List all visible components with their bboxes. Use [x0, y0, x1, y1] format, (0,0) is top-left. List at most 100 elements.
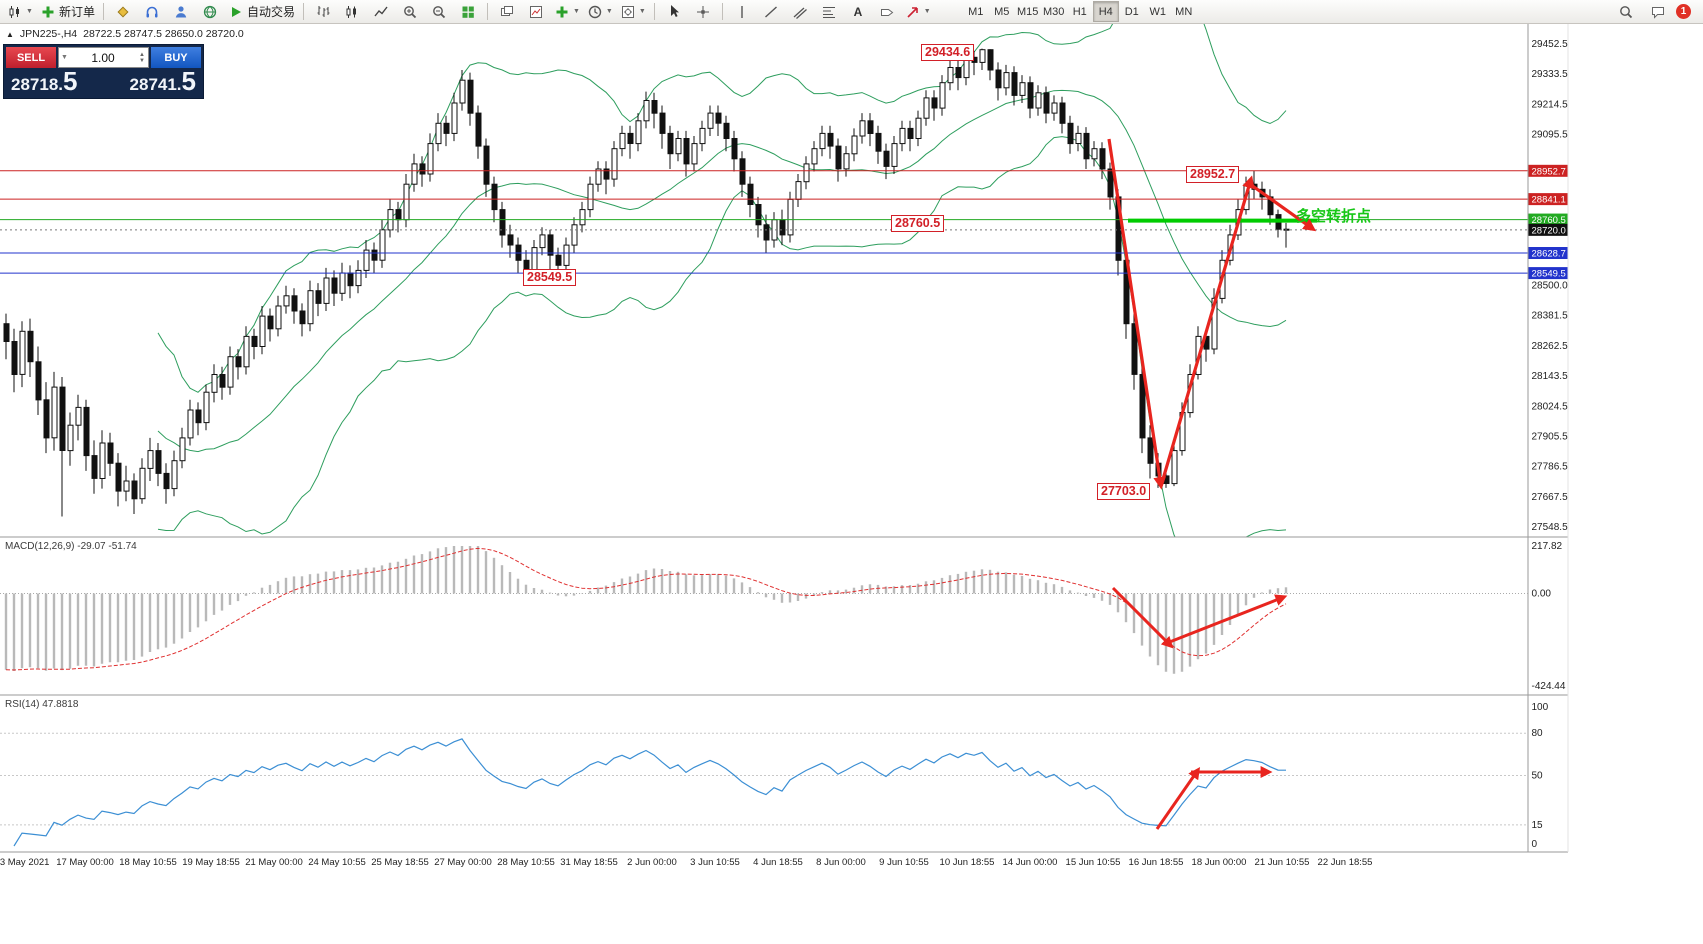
timeframe-w1-button[interactable]: W1 [1149, 5, 1166, 18]
add-indicator-button[interactable]: ▼ [551, 2, 583, 22]
compass-button[interactable] [109, 2, 137, 22]
rsi-arrow[interactable] [1155, 767, 1201, 830]
timeframe-h1-button[interactable]: H1 [1072, 5, 1087, 18]
zoom-in-button[interactable] [396, 2, 424, 22]
macd-arrow[interactable] [1166, 594, 1288, 645]
time-axis-label: 28 May 10:55 [497, 857, 555, 868]
one-click-collapse-icon[interactable]: ▲ [6, 29, 14, 39]
candlestick-chart-button[interactable] [338, 2, 366, 22]
support-button[interactable] [138, 2, 166, 22]
notification-badge[interactable]: 1 [1676, 4, 1691, 19]
buy-button[interactable]: BUY [151, 47, 201, 68]
price-chart-canvas[interactable]: 29452.5 29333.5 29214.5 29095.5 28500.0 28381… [0, 24, 1703, 944]
templates-button[interactable]: ▼ [617, 2, 649, 22]
time-axis-label: 14 Jun 00:00 [1003, 857, 1058, 868]
template-gear-icon [621, 5, 634, 18]
price-callout[interactable]: 27703.0 [1097, 483, 1151, 500]
bollinger-band [157, 89, 1287, 453]
time-axis-label: 21 Jun 10:55 [1255, 857, 1310, 868]
fibonacci-button[interactable] [815, 2, 843, 22]
rsi-axis-label: 100 [1532, 702, 1549, 713]
toolbar-separator [102, 3, 104, 20]
search-button[interactable] [1612, 2, 1640, 22]
toolbar-separator [721, 3, 723, 20]
toolbar-separator [486, 3, 488, 20]
price-tick: 27905.5 [1532, 431, 1569, 442]
chart-symbol-title: JPN225-,H4 [19, 28, 78, 40]
price-line-label: 28628.7 [1532, 249, 1566, 260]
line-chart-icon [374, 6, 388, 16]
timeframe-d1-button[interactable]: D1 [1124, 5, 1139, 18]
price-tick: 28381.5 [1532, 311, 1569, 322]
time-axis-label: 24 May 10:55 [308, 857, 366, 868]
macd-indicator-label: MACD(12,26,9) -29.07 -51.74 [5, 541, 137, 552]
one-click-trading-panel: SELL ▼ 1.00 ▲ ▼ BUY 28718.5 28741.5 [3, 44, 204, 99]
chat-button[interactable] [1644, 2, 1672, 22]
indicator-list-button[interactable] [522, 2, 550, 22]
timeframe-mn-button[interactable]: MN [1175, 5, 1193, 18]
chart-info-line: ▲ JPN225-,H4 28722.5 28747.5 28650.0 287… [6, 28, 244, 40]
note-text[interactable]: 多空转折点 [1296, 208, 1372, 225]
channel-button[interactable] [786, 2, 814, 22]
chevron-down-icon: ▼ [638, 8, 646, 15]
chevron-down-icon: ▼ [572, 8, 580, 15]
bar-chart-button[interactable] [309, 2, 337, 22]
time-axis-label: 19 May 18:55 [182, 857, 240, 868]
macd-axis-min: -424.44 [1532, 681, 1566, 692]
price-tick: 28500.0 [1532, 281, 1569, 292]
volume-stepper[interactable]: ▼ 1.00 ▲ ▼ [58, 47, 149, 68]
svg-text:A: A [853, 5, 862, 19]
volume-dropdown-icon[interactable]: ▼ [61, 54, 68, 61]
price-callout[interactable]: 28952.7 [1186, 166, 1240, 183]
crosshair-button[interactable] [689, 2, 717, 22]
line-chart-button[interactable] [367, 2, 395, 22]
timeframe-m5-button[interactable]: M5 [994, 5, 1010, 18]
price-line-label: 28720.0 [1532, 225, 1566, 236]
channel-icon [793, 7, 807, 19]
new-chart-button[interactable]: ▼ [4, 2, 36, 22]
price-tick: 27786.5 [1532, 462, 1569, 473]
price-tick: 28024.5 [1532, 401, 1569, 412]
community-button[interactable] [167, 2, 195, 22]
text-tool-button[interactable]: A [844, 2, 872, 22]
vertical-line-button[interactable] [728, 2, 756, 22]
label-icon [880, 8, 894, 16]
timeframe-m1-button[interactable]: M1 [968, 5, 984, 18]
timeframe-m30-button[interactable]: M30 [1043, 5, 1065, 18]
cascade-windows-button[interactable] [493, 2, 521, 22]
autotrade-button[interactable]: 自动交易 [225, 2, 298, 22]
macd-arrow[interactable] [1111, 586, 1174, 649]
time-axis-label: 4 Jun 18:55 [753, 857, 803, 868]
cascade-windows-icon [500, 5, 513, 16]
sell-button[interactable]: SELL [6, 47, 56, 68]
trade-buttons-row: SELL ▼ 1.00 ▲ ▼ BUY [4, 45, 203, 68]
price-callout[interactable]: 29434.6 [921, 44, 975, 61]
price-tick: 29452.5 [1532, 39, 1569, 50]
cursor-button[interactable] [660, 2, 688, 22]
arrows-tool-button[interactable]: ▼ [902, 2, 934, 22]
price-callout[interactable]: 28760.5 [891, 215, 945, 232]
web-terminal-button[interactable] [196, 2, 224, 22]
price-tick: 28143.5 [1532, 371, 1569, 382]
timeframe-h4-button[interactable]: H4 [1092, 1, 1119, 22]
volume-spin-icons[interactable]: ▲ ▼ [139, 51, 145, 64]
label-tool-button[interactable] [873, 2, 901, 22]
cursor-icon [670, 4, 679, 17]
price-callout[interactable]: 28549.5 [523, 269, 577, 286]
new-chart-icon [9, 5, 19, 18]
timeframe-m15-button[interactable]: M15 [1017, 5, 1039, 18]
zoom-out-button[interactable] [425, 2, 453, 22]
new-order-button[interactable]: 新订单 [37, 2, 98, 22]
timeframe-bar: M1 M5 M15 M30 H1 H4 D1 W1 MN [963, 1, 1197, 22]
price-line-label: 28760.5 [1532, 215, 1566, 226]
trend-arrow[interactable] [1107, 138, 1167, 490]
periods-button[interactable]: ▼ [584, 2, 616, 22]
trendline-button[interactable] [757, 2, 785, 22]
trend-arrow[interactable] [1159, 175, 1255, 487]
trend-arrow[interactable] [1246, 180, 1317, 232]
fibonacci-icon [822, 6, 835, 18]
tile-windows-button[interactable] [454, 2, 482, 22]
volume-value[interactable]: 1.00 [91, 50, 115, 65]
new-order-label: 新订单 [58, 5, 95, 19]
